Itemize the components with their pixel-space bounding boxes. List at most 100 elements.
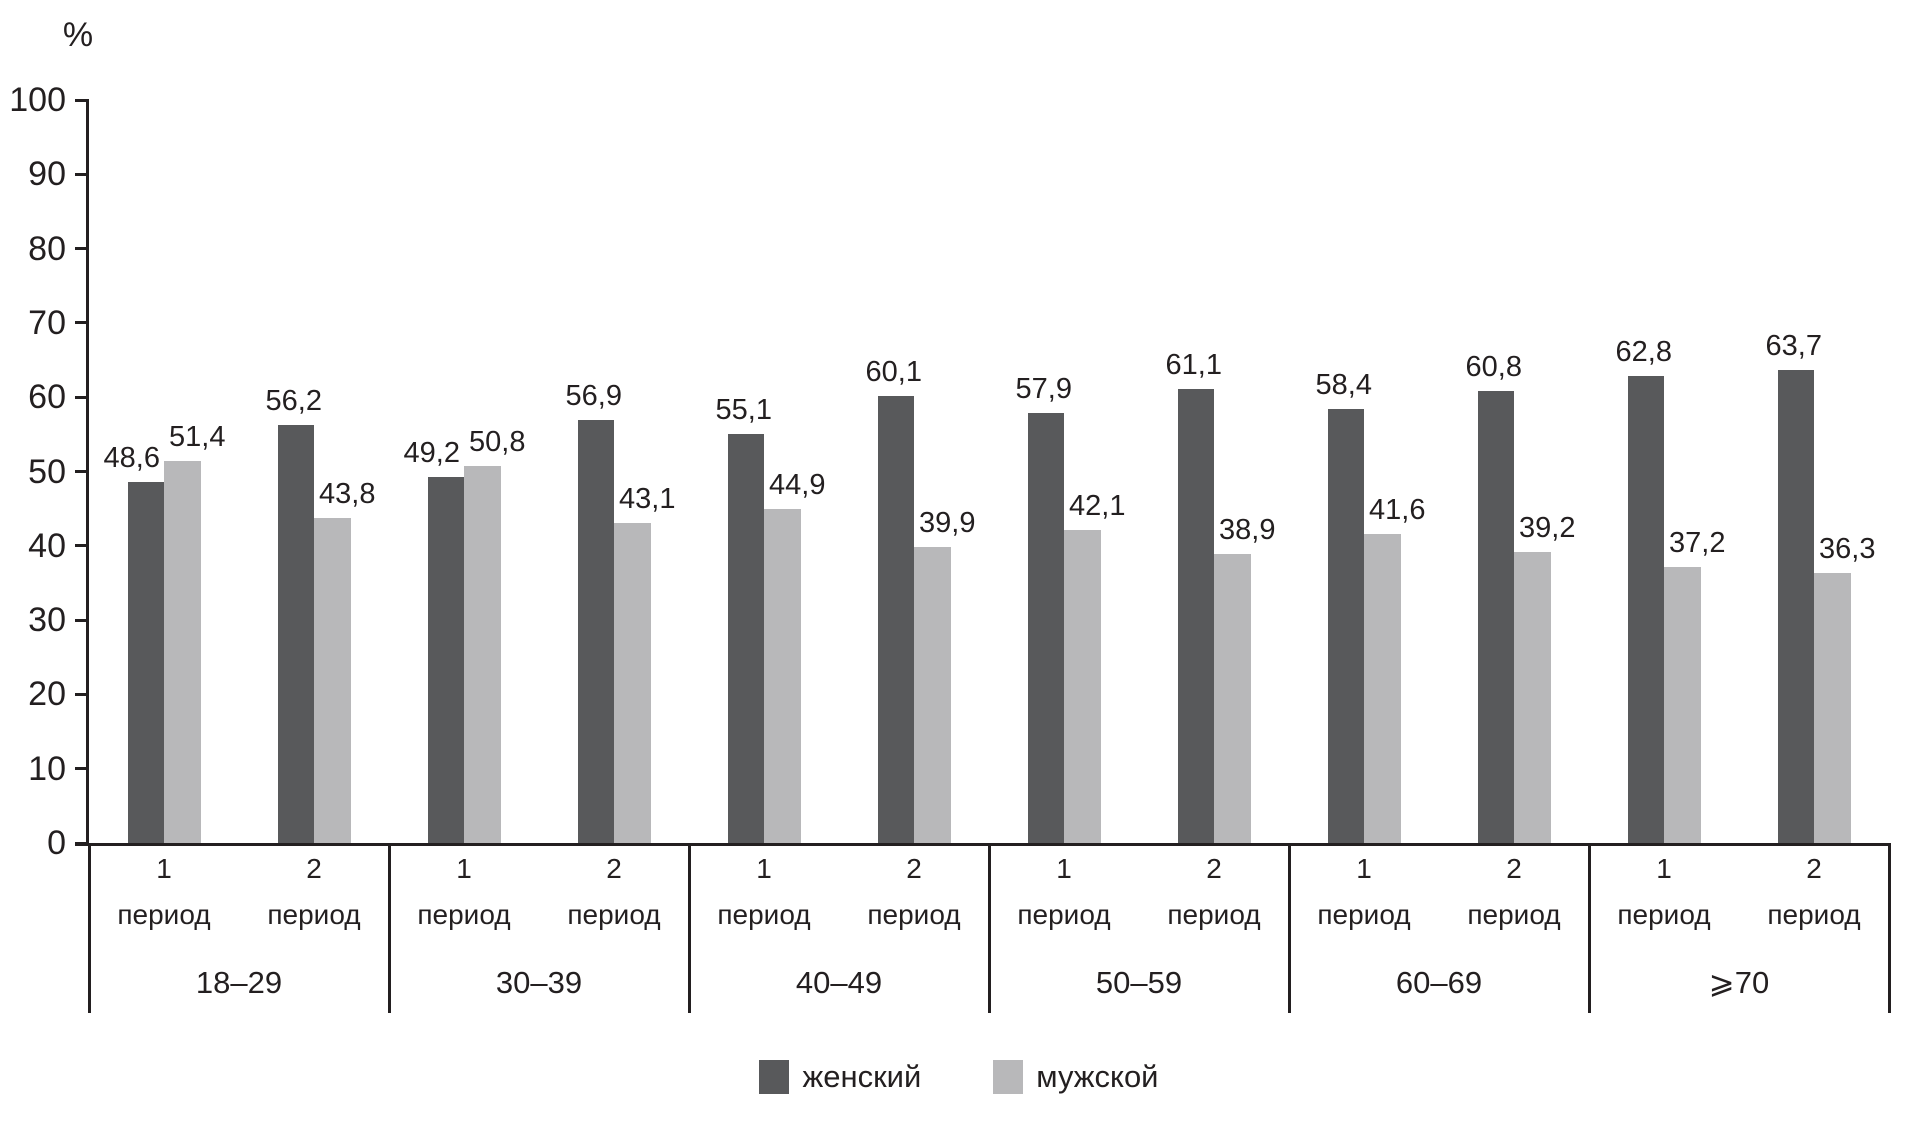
bar-male (1664, 566, 1701, 843)
group-separator (987, 843, 991, 1013)
bar-value-label-female: 48,6 (103, 441, 160, 474)
period-label-number: 2 (606, 853, 622, 884)
bar-value-label-female: 55,1 (715, 393, 772, 426)
bar-female (1177, 389, 1214, 843)
bar-male (914, 546, 951, 843)
legend: женский мужской (0, 1060, 1918, 1094)
group-separator (1587, 843, 1591, 1013)
bar-value-label-female: 58,4 (1315, 369, 1372, 402)
period-label-number: 1 (156, 853, 172, 884)
bar-value-label-male: 36,3 (1819, 533, 1876, 566)
bar-value-label-male: 43,1 (619, 482, 676, 515)
bar-female (727, 433, 764, 843)
y-axis-line (86, 100, 89, 846)
period-label-word: период (117, 899, 211, 930)
bar-value-label-female: 63,7 (1765, 329, 1822, 362)
y-axis-tick-label: 60 (28, 378, 66, 417)
bar-value-label-male: 50,8 (469, 425, 526, 458)
y-axis-tick (75, 618, 89, 622)
y-axis-tick (75, 247, 89, 251)
y-axis-tick (75, 767, 89, 771)
period-label-number: 2 (1806, 853, 1822, 884)
age-group-label: 50–59 (1095, 965, 1183, 1000)
period-label-word: период (417, 899, 511, 930)
bar-value-label-female: 56,9 (565, 380, 622, 413)
bar-value-label-female: 62,8 (1615, 336, 1672, 369)
period-label-word: период (717, 899, 811, 930)
period-label-word: период (267, 899, 361, 930)
bar-male (1814, 573, 1851, 843)
y-axis-tick-label: 80 (28, 229, 66, 268)
bar-female (577, 420, 614, 843)
bar-female (127, 481, 164, 843)
bar-female (1027, 412, 1064, 843)
y-axis-tick (75, 544, 89, 548)
group-separator (1887, 843, 1891, 1013)
legend-label-female: женский (802, 1059, 922, 1094)
period-label-number: 1 (1056, 853, 1072, 884)
y-axis-tick (75, 172, 89, 176)
period-label-word: период (1317, 899, 1411, 930)
y-axis-tick-label: 20 (28, 675, 66, 714)
y-axis-tick (75, 692, 89, 696)
period-label-number: 2 (1206, 853, 1222, 884)
bar-female (427, 477, 464, 843)
y-axis-tick-label: 70 (28, 303, 66, 342)
bar-value-label-male: 37,2 (1669, 526, 1726, 559)
bar-male (1064, 530, 1101, 843)
legend-swatch-male-icon (993, 1060, 1024, 1094)
y-axis-tick (75, 321, 89, 325)
y-axis-tick-label: 0 (47, 824, 66, 862)
legend-swatch-female-icon (759, 1060, 790, 1094)
legend-label-male: мужской (1036, 1059, 1159, 1094)
age-group-label: 30–39 (495, 965, 583, 1000)
y-axis-tick (75, 470, 89, 473)
bar-male (1214, 553, 1251, 843)
bar-value-label-male: 42,1 (1069, 490, 1126, 523)
bar-female (1477, 391, 1514, 843)
bar-female (1627, 376, 1664, 843)
bar-female (277, 425, 314, 843)
group-separator (1287, 843, 1291, 1013)
y-axis-tick-label: 30 (28, 601, 66, 640)
period-label-number: 2 (906, 853, 922, 884)
y-axis-tick-label: 10 (28, 749, 66, 788)
y-axis-tick-label: 100 (9, 81, 66, 119)
bar-female (877, 396, 914, 843)
group-separator (387, 843, 391, 1013)
legend-item-male: мужской (993, 1059, 1159, 1094)
x-axis-line (75, 843, 1891, 846)
y-axis-tick (75, 395, 89, 399)
age-group-label: 60–69 (1395, 965, 1483, 1000)
y-axis-tick-label: 50 (28, 452, 66, 491)
bar-value-label-male: 43,8 (319, 477, 376, 510)
period-label-number: 2 (306, 853, 322, 884)
age-group-label: 40–49 (795, 965, 883, 1000)
bar-value-label-male: 39,9 (919, 506, 976, 539)
bar-value-label-male: 44,9 (769, 469, 826, 502)
bar-value-label-male: 41,6 (1369, 493, 1426, 526)
bar-value-label-male: 51,4 (169, 421, 226, 454)
legend-item-female: женский (759, 1060, 921, 1094)
period-label-word: период (567, 899, 661, 930)
bar-male (1514, 551, 1551, 843)
y-axis-tick-label: 40 (28, 526, 66, 565)
bar-male (164, 461, 201, 843)
age-group-label: ⩾70 (1708, 965, 1770, 1000)
period-label-word: период (1167, 899, 1261, 930)
y-axis-unit-label: % (62, 16, 94, 54)
bar-female (1327, 409, 1364, 843)
y-axis-tick-label: 90 (28, 155, 66, 194)
bar-male (314, 517, 351, 843)
y-axis-tick (75, 98, 89, 102)
bar-female (1777, 369, 1814, 843)
bar-male (464, 465, 501, 843)
period-label-word: период (867, 899, 961, 930)
age-group-label: 18–29 (195, 965, 283, 1000)
bar-male (614, 522, 651, 843)
bar-value-label-male: 38,9 (1219, 513, 1276, 546)
period-label-number: 1 (1656, 853, 1672, 884)
group-separator (87, 843, 91, 1013)
period-label-word: период (1467, 899, 1561, 930)
period-label-word: период (1017, 899, 1111, 930)
